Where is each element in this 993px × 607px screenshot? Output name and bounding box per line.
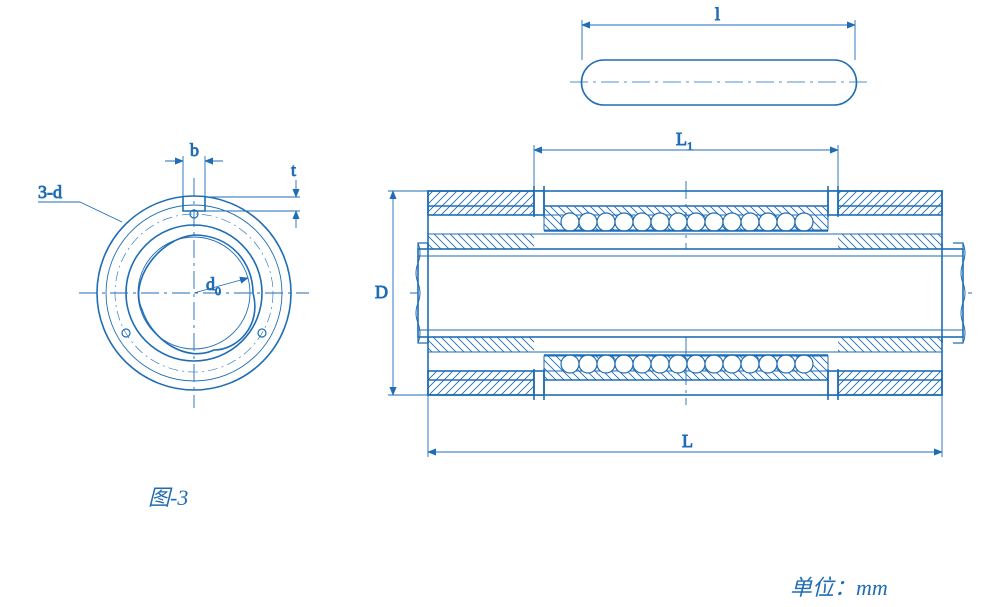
- figure-caption: 图-3: [148, 480, 188, 512]
- label-b: b: [190, 140, 199, 160]
- label-d0: d: [206, 274, 215, 294]
- label-L1-sub: 1: [687, 139, 693, 153]
- label-t: t: [291, 160, 296, 180]
- side-view: [410, 181, 972, 405]
- label-l: l: [715, 4, 720, 24]
- label-holes: 3-d: [38, 182, 62, 202]
- label-L: L: [682, 431, 693, 451]
- label-D: D: [375, 282, 388, 302]
- front-dims: b t 3-d d0: [38, 140, 300, 298]
- unit-label: 单位：mm: [790, 570, 888, 602]
- label-L1: L: [676, 129, 687, 149]
- key-view: l: [570, 4, 868, 105]
- svg-text:L1: L1: [676, 129, 693, 153]
- label-d0-sub: 0: [215, 284, 221, 298]
- svg-text:d0: d0: [206, 274, 221, 298]
